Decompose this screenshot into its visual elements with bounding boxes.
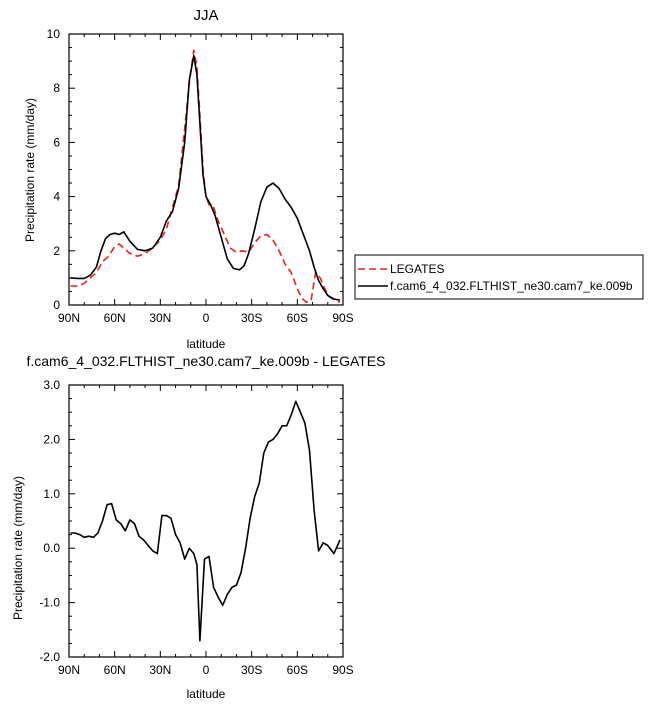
bottom-y-tick-label: 0.0 [43,541,60,555]
bottom-x-axis-label: latitude [187,687,226,701]
top-y-tick-label: 6 [53,135,60,149]
top-chart-title: JJA [193,7,218,24]
top-x-tick-label: 90N [58,311,80,325]
top-x-tick-label: 30S [241,311,262,325]
top-y-tick-label: 4 [53,190,60,204]
bottom-y-tick-label: -2.0 [39,650,60,664]
top-x-tick-label: 90S [332,311,353,325]
bottom-x-tick-label: 60N [104,663,126,677]
legend: LEGATES f.cam6_4_032.FLTHIST_ne30.cam7_ke… [358,262,633,293]
bottom-x-tick-label: 30N [149,663,171,677]
top-y-axis-label: Precipitation rate (mm/day) [23,98,37,242]
top-x-tick-label: 60N [104,311,126,325]
top-x-axis-label: latitude [187,337,226,351]
bottom-x-tick-label: 90S [332,663,353,677]
top-y-tick-label: 8 [53,81,60,95]
bottom-y-tick-label: 2.0 [43,432,60,446]
top-y-tick-label: 0 [53,298,60,312]
bottom-x-tick-label: 0 [203,663,210,677]
bottom-series-line-0 [70,400,341,642]
bottom-chart-title: f.cam6_4_032.FLTHIST_ne30.cam7_ke.009b -… [26,353,385,369]
bottom-plot-area: 90N 60N 30N 0 30S 60S 90S -2.0 -1.0 0.0 1.0 2.0 3.0 [39,378,353,677]
top-series-line-0 [70,49,341,304]
top-x-tick-label: 30N [149,311,171,325]
legend-box [354,254,644,300]
bottom-y-tick-label: -1.0 [39,596,60,610]
top-plot-frame [68,33,344,306]
top-y-tick-label: 10 [47,27,61,41]
bottom-x-tick-label: 30S [241,663,262,677]
top-series-line-1 [70,54,341,301]
bottom-x-tick-label: 90N [58,663,80,677]
top-y-tick-label: 2 [53,244,60,258]
bottom-y-tick-label: 1.0 [43,487,60,501]
legend-label-1: f.cam6_4_032.FLTHIST_ne30.cam7_ke.009b [390,279,633,293]
legend-label-0: LEGATES [390,262,444,276]
top-plot-area: 90N 60N 30N 0 30S 60S 90S 0 2 4 6 8 10 [47,27,354,325]
bottom-y-axis-label: Precipitation rate (mm/day) [11,476,25,620]
bottom-plot-frame [68,384,344,658]
bottom-x-tick-label: 60S [287,663,308,677]
top-x-tick-label: 0 [203,311,210,325]
top-x-tick-label: 60S [287,311,308,325]
bottom-y-tick-label: 3.0 [43,378,60,392]
